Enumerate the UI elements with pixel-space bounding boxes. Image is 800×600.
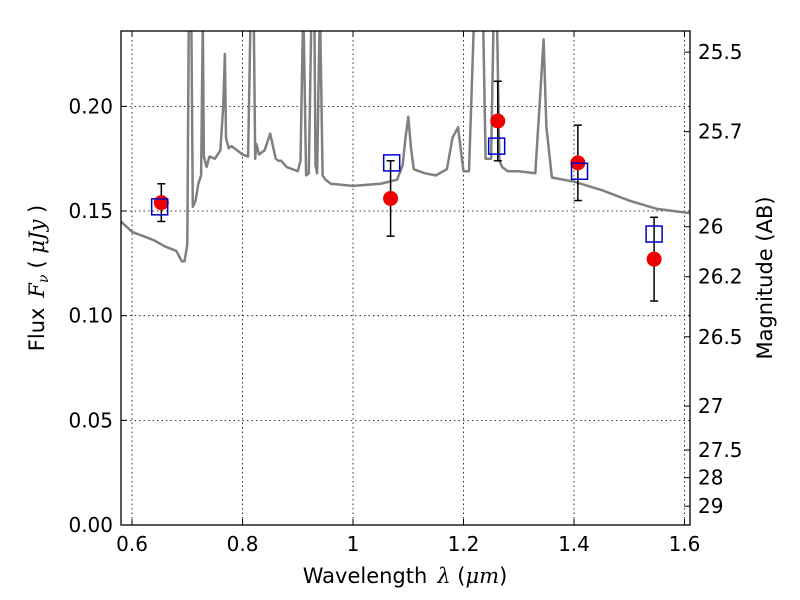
ticks [121,31,690,526]
observed-point [646,251,662,267]
magnitude-tick-labels: 25.5 25.7 26 26.2 26.5 27 27.5 28 29 [698,40,743,518]
observed-photometry-series [153,113,662,267]
magnitude-tick-label: 27.5 [698,438,743,462]
magnitude-tick-label: 29 [698,494,723,518]
model-sed-series [121,31,690,263]
y-axis-title: FluxFν( μJy ) [25,205,52,351]
observed-point [490,113,506,129]
x-tick-label: 0.8 [227,532,259,556]
x-tick-label: 1.6 [669,532,701,556]
y-tick-label: 0.00 [68,513,113,537]
model-sed-line [121,31,690,263]
y-tick-label: 0.10 [68,304,113,328]
magnitude-tick-label: 26.2 [698,265,743,289]
x-tick-label: 1.4 [558,532,590,556]
y2-axis-title: Magnitude (AB) [753,196,777,359]
grid [121,31,690,526]
observed-point [153,195,169,211]
x-tick-labels: 0.6 0.8 1 1.2 1.4 1.6 [116,532,700,556]
magnitude-tick-label: 27 [698,394,723,418]
magnitude-tick-label: 26 [698,215,723,239]
model-photometry-series [150,137,663,243]
x-tick-label: 1.2 [448,532,480,556]
error-bars [157,80,659,302]
y-tick-label: 0.05 [68,408,113,432]
model-point [645,225,663,243]
observed-point [383,190,399,206]
magnitude-tick-label: 28 [698,466,723,490]
x-tick-label: 1 [347,532,360,556]
magnitude-tick-label: 25.5 [698,40,743,64]
model-point [487,137,506,155]
magnitude-tick-label: 26.5 [698,325,743,349]
y-tick-label: 0.15 [68,199,113,223]
model-point [382,154,401,172]
x-tick-label: 0.6 [116,532,148,556]
x-axis-title: Wavelength λ (μm) [303,564,508,588]
magnitude-tick-label: 25.7 [698,120,743,144]
plot-frame [120,30,691,526]
model-point [570,162,589,180]
y-tick-label: 0.20 [68,94,113,118]
y-tick-labels: 0.00 0.05 0.10 0.15 0.20 [68,94,113,537]
model-point [150,198,169,216]
